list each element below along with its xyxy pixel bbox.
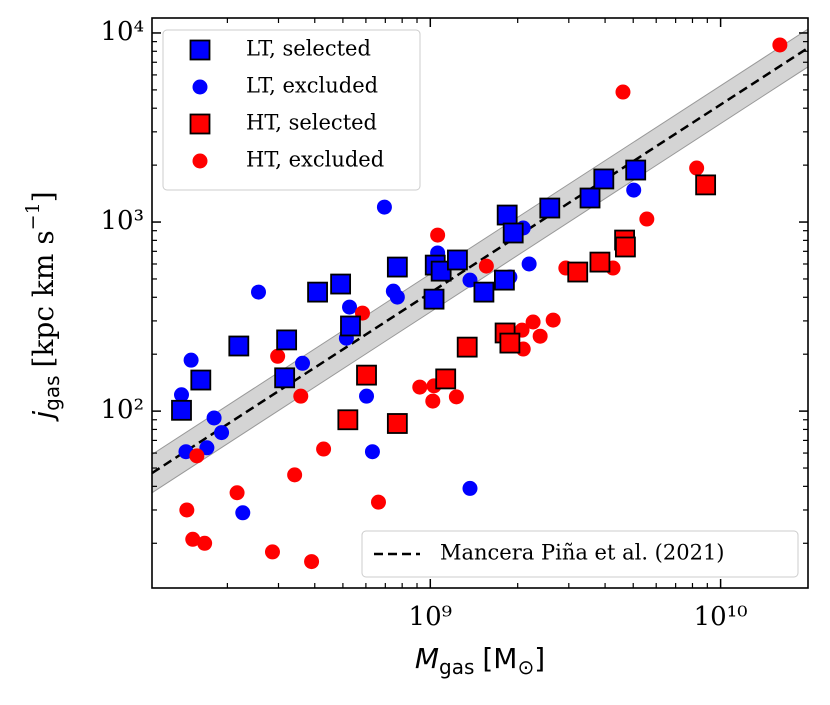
point [342, 299, 358, 315]
scatter-band [152, 28, 808, 494]
point [330, 273, 352, 295]
legend-label: Mancera Piña et al. (2021) [440, 541, 725, 565]
point [197, 535, 213, 551]
point [270, 348, 286, 364]
plot-area [152, 28, 808, 570]
point [430, 260, 452, 282]
point [462, 480, 478, 496]
point [521, 256, 537, 272]
point [412, 379, 428, 395]
point [589, 251, 611, 273]
point [448, 389, 464, 405]
y-tick-label: 10² [100, 395, 144, 425]
point [499, 332, 521, 354]
point [579, 187, 601, 209]
point [502, 222, 524, 244]
point [689, 160, 705, 176]
point [370, 494, 386, 510]
point [567, 261, 589, 283]
point [593, 168, 615, 190]
point [185, 531, 201, 547]
point [695, 174, 717, 196]
legend: LT, selected LT, excluded HT, selected HT, … [162, 29, 421, 191]
point [386, 256, 408, 278]
point [179, 502, 195, 518]
point [494, 269, 515, 291]
point [293, 388, 309, 404]
point [772, 37, 788, 53]
point [316, 441, 332, 457]
point [615, 84, 631, 100]
legend-box [361, 530, 799, 578]
point [430, 227, 446, 243]
point [264, 544, 280, 560]
point [539, 197, 561, 219]
point [496, 204, 518, 226]
point [183, 352, 199, 368]
y-tick-label: 10⁴ [100, 17, 144, 47]
legend-label: LT, excluded [246, 74, 378, 98]
legend-label: HT, selected [246, 111, 377, 135]
point [287, 467, 303, 483]
point [435, 368, 457, 390]
legend-marker [189, 39, 211, 61]
point [228, 335, 250, 357]
point [525, 314, 541, 330]
point [615, 236, 636, 258]
point [304, 554, 320, 570]
point [389, 289, 405, 305]
legend-label: HT, excluded [246, 148, 384, 172]
point [295, 355, 311, 371]
fit-legend: Mancera Piña et al. (2021) [361, 530, 799, 578]
x-tick-label: 10⁹ [409, 602, 453, 632]
point [307, 281, 328, 303]
point [235, 505, 251, 521]
point [206, 410, 222, 426]
point [337, 409, 359, 431]
point [189, 448, 205, 464]
point [532, 328, 548, 344]
legend-marker [192, 79, 208, 95]
point [386, 413, 408, 434]
point [340, 315, 361, 337]
point [473, 281, 495, 303]
point [229, 485, 245, 501]
point [376, 199, 392, 215]
point [423, 288, 445, 310]
point [425, 393, 441, 409]
point [639, 211, 655, 227]
point [276, 329, 298, 351]
point [545, 312, 561, 328]
point [364, 444, 380, 460]
fit-line [152, 46, 808, 475]
point [456, 336, 478, 358]
point [356, 364, 377, 386]
x-axis-label: Mgas [M⊙] [415, 642, 545, 679]
point [174, 387, 190, 403]
point [251, 284, 267, 300]
point [625, 159, 647, 181]
legend-marker [189, 113, 211, 135]
legend-marker [192, 153, 208, 169]
point [478, 258, 494, 274]
point [447, 249, 468, 271]
point [171, 399, 192, 421]
y-axis-label: jgas[kpc km s−1] [22, 191, 64, 422]
point [214, 425, 230, 441]
point [199, 440, 215, 456]
point [274, 367, 296, 389]
x-tick-label: 10¹⁰ [694, 602, 748, 632]
legend-label: LT, selected [246, 37, 371, 61]
point [359, 388, 375, 404]
point [626, 182, 642, 198]
axes-frame [151, 17, 809, 589]
legend-box [162, 29, 421, 191]
point [190, 369, 212, 391]
y-tick-label: 10³ [100, 206, 144, 236]
